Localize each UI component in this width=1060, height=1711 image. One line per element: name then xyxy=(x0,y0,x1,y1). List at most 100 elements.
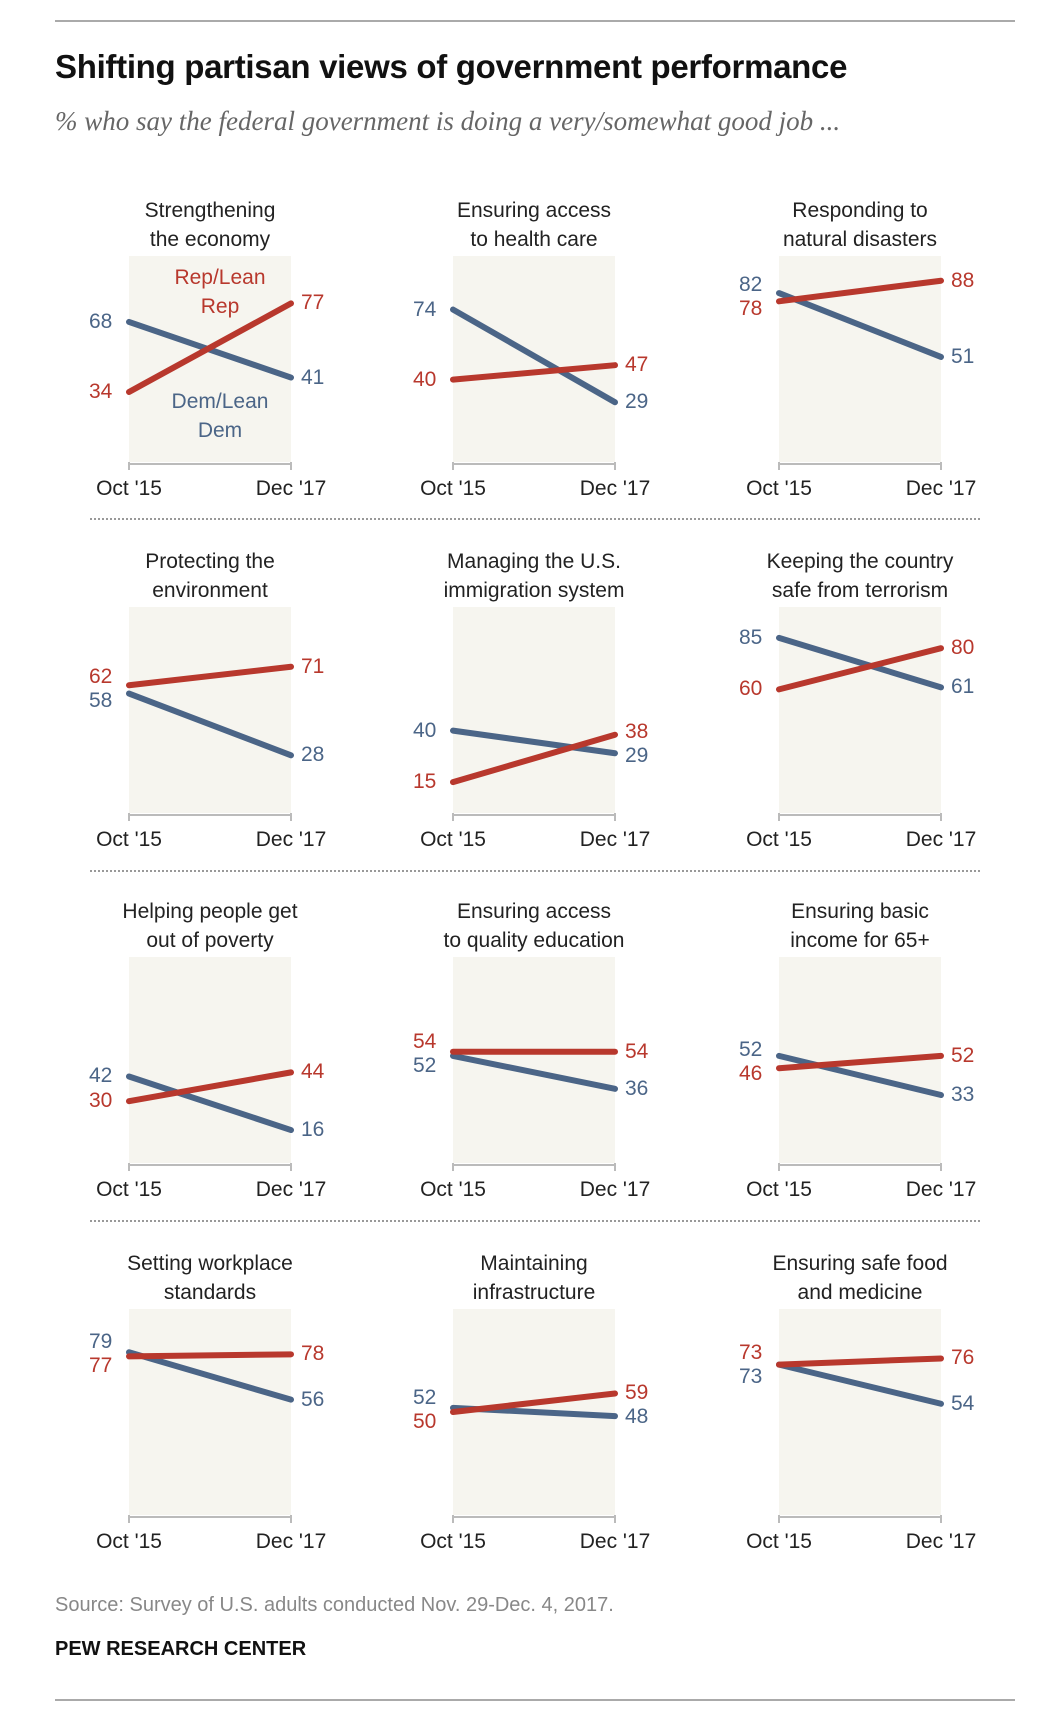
rep-series-line xyxy=(450,731,618,786)
dem-data-label: 61 xyxy=(951,675,975,699)
x-tick-label: Dec '17 xyxy=(579,1178,651,1201)
plot-background xyxy=(453,607,615,813)
dem-data-label: 58 xyxy=(89,689,113,713)
plot-background xyxy=(779,957,941,1163)
x-tick-label: Oct '15 xyxy=(96,477,162,500)
x-tick-label: Dec '17 xyxy=(905,477,977,500)
dem-data-label: 52 xyxy=(413,1385,437,1409)
x-axis xyxy=(128,462,292,470)
bottom-rule xyxy=(55,1699,1015,1701)
rep-series-line xyxy=(126,1351,294,1360)
dem-series-line xyxy=(776,1052,944,1099)
rep-data-label: 47 xyxy=(625,353,649,377)
x-tick-label: Oct '15 xyxy=(746,1178,812,1201)
dem-data-label: 73 xyxy=(739,1364,763,1388)
plot-background xyxy=(453,957,615,1163)
dem-data-label: 42 xyxy=(89,1064,113,1088)
rep-data-label: 54 xyxy=(413,1029,437,1053)
x-tick-label: Dec '17 xyxy=(905,828,977,851)
rep-data-label: 80 xyxy=(951,636,975,660)
x-tick-label: Oct '15 xyxy=(420,1178,486,1201)
dem-data-label: 68 xyxy=(89,309,113,333)
chart-subtitle: % who say the federal government is doin… xyxy=(55,106,841,136)
rep-data-label: 44 xyxy=(301,1060,325,1084)
x-axis xyxy=(778,462,942,470)
rep-data-label: 77 xyxy=(301,291,325,315)
dem-series-line xyxy=(450,1404,618,1420)
plot-background xyxy=(129,1309,291,1515)
dem-data-label: 51 xyxy=(951,344,975,368)
x-tick-label: Oct '15 xyxy=(420,477,486,500)
dem-series-line xyxy=(126,318,294,381)
panel-title: Responding to natural disasters xyxy=(782,199,938,251)
dem-data-label: 52 xyxy=(739,1038,763,1062)
rep-data-label: 76 xyxy=(951,1346,975,1370)
rep-data-label: 52 xyxy=(951,1043,975,1067)
legend-dem: Dem/Lean Dem xyxy=(171,390,269,442)
x-tick-label: Oct '15 xyxy=(746,1530,812,1553)
dem-data-label: 29 xyxy=(625,390,649,414)
dem-series-line xyxy=(450,1052,618,1092)
dem-data-label: 40 xyxy=(413,718,437,742)
top-rule xyxy=(55,20,1015,22)
row-separator xyxy=(90,1220,980,1222)
rep-data-label: 54 xyxy=(625,1039,649,1063)
rep-data-label: 73 xyxy=(739,1340,763,1364)
dem-series-line xyxy=(126,1349,294,1403)
plot-background xyxy=(779,1309,941,1515)
rep-data-label: 78 xyxy=(301,1342,325,1366)
x-tick-label: Dec '17 xyxy=(255,477,327,500)
dem-data-label: 28 xyxy=(301,743,325,767)
panel-title: Maintaining infrastructure xyxy=(472,1252,596,1304)
rep-data-label: 34 xyxy=(89,379,113,403)
x-tick-label: Oct '15 xyxy=(420,828,486,851)
rep-data-label: 50 xyxy=(413,1409,437,1433)
x-tick-label: Dec '17 xyxy=(905,1530,977,1553)
panel-title: Managing the U.S. immigration system xyxy=(443,550,625,602)
dem-data-label: 48 xyxy=(625,1404,649,1428)
x-axis xyxy=(128,813,292,821)
x-axis xyxy=(128,1515,292,1523)
row-separator xyxy=(90,870,980,872)
rep-data-label: 15 xyxy=(413,770,437,794)
x-tick-label: Dec '17 xyxy=(579,477,651,500)
x-axis xyxy=(452,1163,616,1171)
dem-series-line xyxy=(450,306,618,406)
dem-data-label: 36 xyxy=(625,1076,649,1100)
x-tick-label: Dec '17 xyxy=(255,828,327,851)
panel-title: Setting workplace standards xyxy=(127,1252,293,1304)
plot-background xyxy=(779,607,941,813)
dem-data-label: 79 xyxy=(89,1330,113,1354)
dem-series-line xyxy=(776,290,944,360)
rep-series-line xyxy=(126,663,294,689)
rep-data-label: 30 xyxy=(89,1089,113,1113)
dem-data-label: 41 xyxy=(301,365,325,389)
rep-data-label: 62 xyxy=(89,665,113,689)
rep-data-label: 59 xyxy=(625,1380,649,1404)
x-tick-label: Oct '15 xyxy=(96,1530,162,1553)
panel-title: Helping people get out of poverty xyxy=(122,900,298,952)
dem-data-label: 74 xyxy=(413,297,437,321)
x-axis xyxy=(128,1163,292,1171)
x-tick-label: Dec '17 xyxy=(255,1530,327,1553)
panel-title: Strengthening the economy xyxy=(144,199,276,251)
dem-series-line xyxy=(450,727,618,757)
row-separator xyxy=(90,518,980,520)
rep-data-label: 78 xyxy=(739,297,763,321)
x-tick-label: Dec '17 xyxy=(255,1178,327,1201)
chart-title: Shifting partisan views of government pe… xyxy=(55,48,848,85)
plot-background xyxy=(453,1309,615,1515)
x-tick-label: Dec '17 xyxy=(579,1530,651,1553)
rep-data-label: 38 xyxy=(625,719,649,743)
x-tick-label: Dec '17 xyxy=(579,828,651,851)
